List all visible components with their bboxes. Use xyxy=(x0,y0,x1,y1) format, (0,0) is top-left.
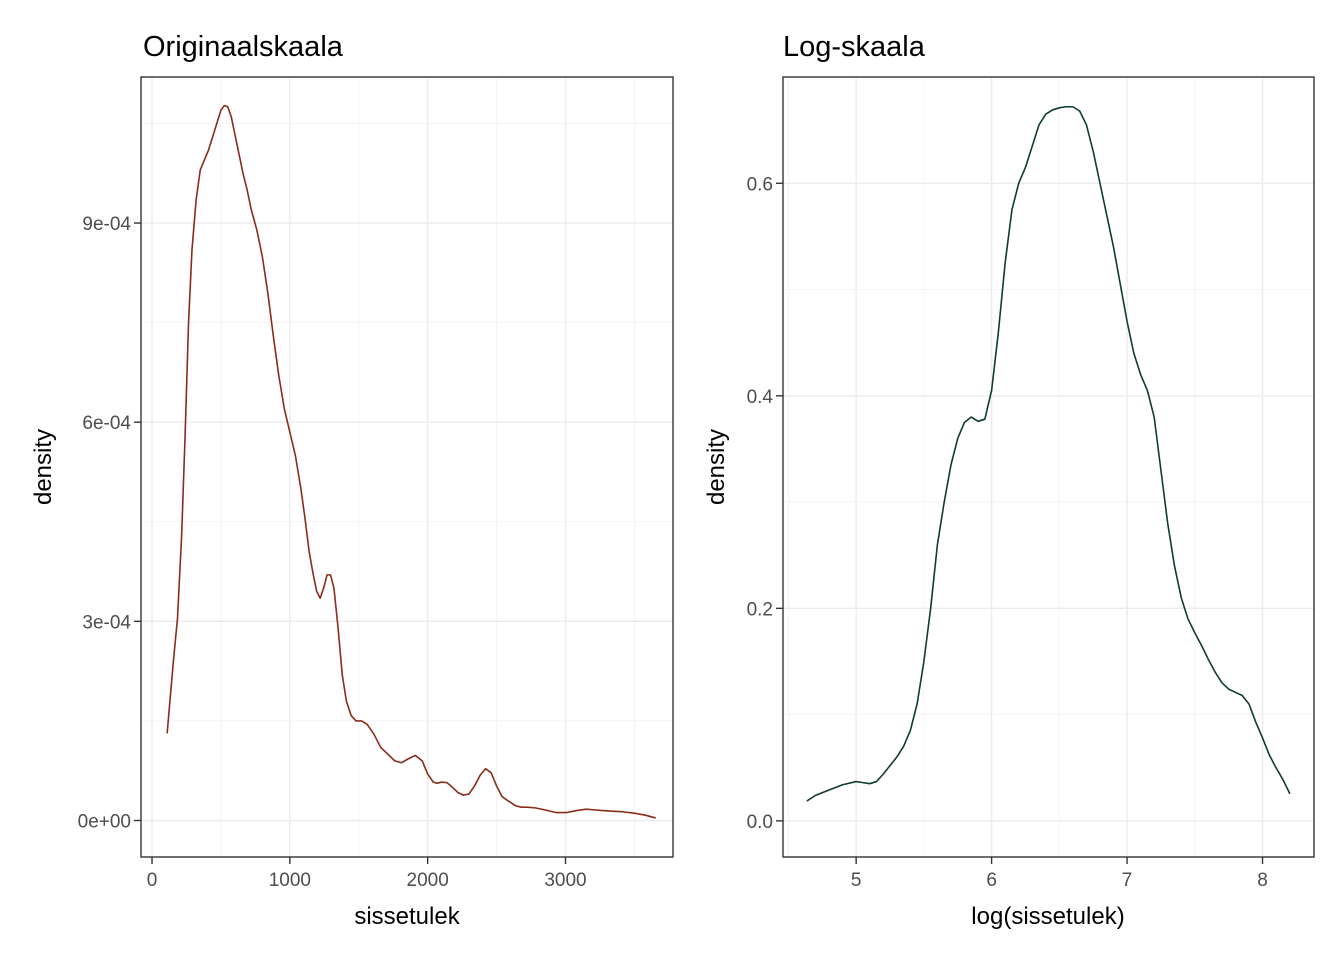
x-tick-label: 6 xyxy=(986,870,997,891)
x-tick-label: 8 xyxy=(1257,870,1268,891)
y-tick-label: 0.0 xyxy=(747,812,773,833)
y-tick-label: 9e-04 xyxy=(82,214,131,235)
x-tick-label: 7 xyxy=(1122,870,1133,891)
x-tick-label: 0 xyxy=(147,870,158,891)
x-axis-title: log(sissetulek) xyxy=(971,903,1124,930)
axis-ticks: 0 1000 2000 3000 0e+00 3e-04 6e-04 9e-04 xyxy=(78,214,587,891)
chart-title: Originaalskaala xyxy=(143,31,344,63)
density-curve xyxy=(806,105,1291,802)
y-axis-title: density xyxy=(30,429,57,505)
y-tick-label: 6e-04 xyxy=(82,413,131,434)
grid xyxy=(141,77,673,857)
x-axis-title: sissetulek xyxy=(354,903,460,930)
panel-border xyxy=(140,76,674,858)
x-tick-label: 2000 xyxy=(407,870,449,891)
y-tick-label: 0.4 xyxy=(747,387,774,408)
axis-ticks: 5 6 7 8 0.0 0.2 0.4 0.6 xyxy=(747,174,1268,891)
grid xyxy=(783,76,1314,857)
panel-border xyxy=(782,76,1315,858)
panel-original-scale: Originaalskaala 0 1000 2000 3000 0e+00 3e-04 6… xyxy=(30,31,674,930)
chart-title: Log-skaala xyxy=(783,31,926,63)
x-tick-label: 5 xyxy=(851,870,862,891)
y-tick-label: 0.2 xyxy=(747,599,773,620)
y-tick-label: 0e+00 xyxy=(78,811,131,832)
panel-log-scale: Log-skaala 5 6 7 8 0.0 0.2 0.4 0.6 log(sissetul… xyxy=(703,31,1315,930)
y-tick-label: 3e-04 xyxy=(82,612,131,633)
density-curve xyxy=(166,104,656,819)
x-tick-label: 3000 xyxy=(544,870,586,891)
x-tick-label: 1000 xyxy=(269,870,311,891)
y-axis-title: density xyxy=(703,429,730,505)
y-tick-label: 0.6 xyxy=(747,174,773,195)
